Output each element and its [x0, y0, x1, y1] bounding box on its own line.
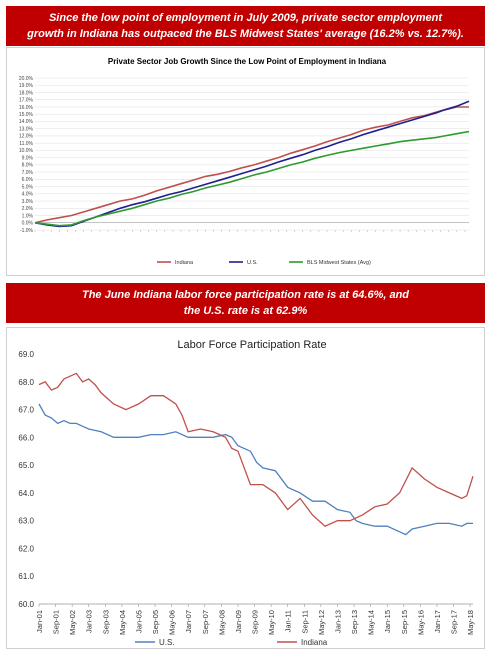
legend-item: Indiana	[157, 260, 194, 266]
headline-banner-private-sector: Since the low point of employment in Jul…	[6, 6, 485, 46]
y-tick-label: 20.0%	[19, 76, 34, 82]
legend-label: Indiana	[301, 638, 328, 647]
x-tick-label: Sep-01	[52, 610, 61, 634]
series-line-indiana	[38, 372, 474, 527]
series-line-indiana	[34, 106, 469, 224]
x-tick-label: Jan-07	[184, 610, 193, 633]
y-tick-label: 67.0	[18, 406, 34, 415]
y-tick-label: 16.0%	[19, 105, 34, 111]
x-tick-label: Sep-13	[350, 610, 359, 634]
y-tick-label: 11.0%	[19, 141, 33, 147]
y-tick-label: -1.0%	[20, 228, 34, 234]
y-tick-label: 19.0%	[19, 83, 34, 89]
series-line-bls-midwest-states-avg-	[34, 130, 470, 227]
x-tick-label: Jan-01	[35, 610, 44, 633]
x-tick-label: May-02	[68, 610, 77, 635]
legend-label: BLS Midwest States (Avg)	[307, 260, 371, 266]
x-tick-label: Jan-15	[383, 610, 392, 633]
x-tick-label: Jan-05	[134, 610, 143, 633]
headline-banner-participation: The June Indiana labor force participati…	[6, 283, 485, 323]
legend-label: Indiana	[175, 260, 194, 266]
x-tick-label: May-04	[118, 610, 127, 635]
y-tick-label: 0.0%	[22, 221, 34, 227]
y-tick-label: 13.0%	[19, 126, 34, 132]
x-tick-label: Sep-07	[201, 610, 210, 634]
y-tick-label: 69.0	[18, 350, 34, 359]
banner-line-1: The June Indiana labor force participati…	[81, 289, 410, 301]
x-tick-label: Sep-11	[300, 610, 309, 634]
x-tick-label: Sep-05	[151, 610, 160, 634]
series-line-u-s-	[38, 403, 473, 536]
y-tick-label: 7.0%	[22, 170, 34, 176]
x-tick-label: May-18	[466, 610, 475, 635]
y-tick-label: 12.0%	[19, 134, 34, 140]
x-tick-label: Jan-09	[234, 610, 243, 633]
chart1-title: Private Sector Job Growth Since the Low …	[108, 57, 387, 66]
legend-item: Indiana	[277, 638, 328, 647]
y-tick-label: 3.0%	[22, 199, 34, 205]
legend-label: U.S.	[159, 638, 175, 647]
job-growth-chart: Private Sector Job Growth Since the Low …	[19, 57, 470, 266]
x-tick-label: May-06	[168, 610, 177, 635]
x-tick-label: Sep-17	[450, 610, 459, 634]
y-tick-label: 2.0%	[22, 206, 34, 212]
banner-line-2: growth in Indiana has outpaced the BLS M…	[27, 28, 464, 40]
x-tick-label: May-10	[267, 610, 276, 635]
y-tick-label: 60.0	[18, 600, 34, 609]
legend-item: U.S.	[135, 638, 175, 647]
y-tick-label: 15.0%	[19, 112, 34, 118]
y-tick-label: 10.0%	[19, 148, 34, 154]
series-line-u-s-	[34, 100, 470, 228]
y-tick-label: 65.0	[18, 461, 34, 470]
y-tick-label: 9.0%	[22, 155, 34, 161]
participation-chart: Labor Force Participation Rate 60.0 61.0 6…	[18, 339, 475, 647]
y-tick-label: 1.0%	[22, 213, 34, 219]
x-tick-label: May-08	[217, 610, 226, 635]
x-tick-label: Sep-15	[400, 610, 409, 634]
y-tick-label: 61.0	[18, 572, 34, 581]
participation-chart-panel: Labor Force Participation Rate 60.0 61.0 6…	[6, 327, 485, 649]
y-tick-label: 62.0	[18, 544, 34, 553]
y-tick-label: 63.0	[18, 517, 34, 526]
y-tick-label: 5.0%	[22, 184, 34, 190]
y-tick-label: 68.0	[18, 378, 34, 387]
x-tick-label: Jan-11	[284, 610, 293, 632]
banner-line-2: the U.S. rate is at 62.9%	[183, 305, 308, 317]
chart2-title: Labor Force Participation Rate	[177, 339, 326, 351]
y-tick-label: 6.0%	[22, 177, 34, 183]
legend-item: U.S.	[229, 260, 258, 266]
legend-item: BLS Midwest States (Avg)	[289, 260, 371, 266]
x-tick-label: Sep-09	[251, 610, 260, 634]
y-tick-label: 66.0	[18, 433, 34, 442]
y-tick-label: 4.0%	[22, 192, 34, 198]
y-tick-label: 8.0%	[22, 163, 34, 169]
x-tick-label: Sep-03	[101, 610, 110, 634]
y-tick-label: 18.0%	[19, 90, 34, 96]
x-tick-label: May-12	[317, 610, 326, 635]
y-tick-label: 64.0	[18, 489, 34, 498]
y-tick-label: 14.0%	[19, 119, 34, 125]
x-tick-label: May-16	[416, 610, 425, 635]
y-tick-label: 17.0%	[19, 98, 34, 104]
x-tick-label: Jan-13	[333, 610, 342, 633]
banner-line-1: Since the low point of employment in Jul…	[48, 12, 443, 24]
x-tick-label: Jan-03	[85, 610, 94, 633]
x-tick-label: Jan-17	[433, 610, 442, 633]
legend-label: U.S.	[247, 260, 258, 266]
x-tick-label: May-14	[367, 610, 376, 635]
job-growth-chart-panel: Private Sector Job Growth Since the Low …	[6, 47, 485, 276]
